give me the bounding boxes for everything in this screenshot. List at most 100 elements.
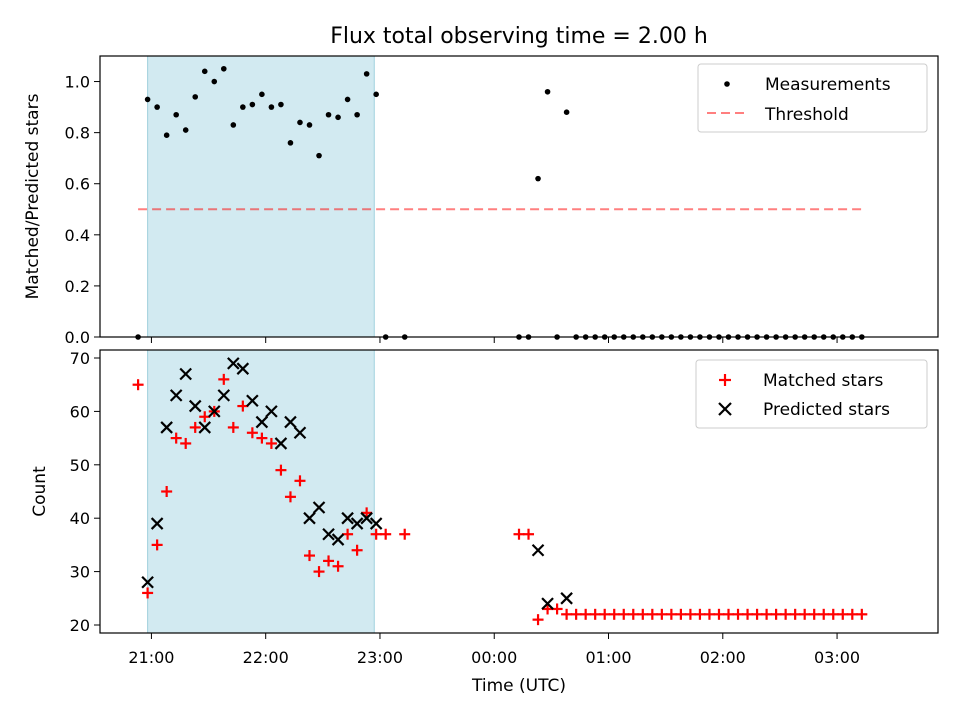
- measurement-point: [192, 94, 199, 100]
- matched-point: [618, 608, 630, 620]
- matched-point: [180, 437, 192, 449]
- matched-point: [256, 432, 268, 444]
- predicted-point: [141, 575, 154, 589]
- matched-point: [532, 614, 544, 626]
- matched-point: [237, 400, 249, 412]
- matched-point: [846, 608, 858, 620]
- matched-point: [313, 566, 325, 578]
- predicted-point: [227, 357, 240, 370]
- matched-point: [627, 608, 639, 620]
- predicted-point: [246, 394, 259, 408]
- measurement-point: [220, 65, 227, 72]
- matched-point: [684, 608, 696, 620]
- matched-point: [761, 608, 773, 620]
- matched-point: [751, 608, 763, 620]
- predicted-point: [284, 415, 297, 429]
- matched-point: [703, 608, 715, 620]
- legend-matched-label: Matched stars: [763, 371, 883, 391]
- axes-frame-top: [99, 55, 939, 338]
- matched-point: [723, 608, 734, 620]
- matched-point: [837, 608, 849, 620]
- y-tick-label: 20: [70, 616, 90, 635]
- matched-point: [551, 603, 563, 615]
- matched-point: [151, 539, 163, 551]
- predicted-point: [255, 415, 269, 429]
- legend-predicted-marker: [718, 402, 732, 416]
- measurement-point: [278, 101, 284, 108]
- predicted-point: [150, 517, 164, 530]
- matched-point: [189, 421, 201, 433]
- panel-ratio: 0.0 0.2 0.4 0.6 0.8 1.0 Matched/Predicted sta…: [23, 55, 939, 347]
- predicted-point: [531, 543, 545, 557]
- axes-frame-bottom: [99, 349, 939, 634]
- panel-counts: 20 30 40 50 60 70 21:00 22:00 23:00 00:00 01:00 02…: [30, 349, 939, 667]
- x-tick-label: 00:00: [471, 648, 517, 667]
- measurement-point: [201, 68, 208, 75]
- matched-point: [675, 608, 687, 620]
- predicted-point: [198, 421, 212, 434]
- predicted-point: [265, 405, 278, 418]
- measurement-point: [297, 119, 303, 126]
- measurement-point: [316, 152, 322, 159]
- measurement-point: [268, 104, 275, 110]
- measurement-point: [544, 88, 551, 95]
- matched-point: [732, 608, 744, 620]
- predicted-points: [141, 357, 573, 610]
- measurement-point: [230, 122, 237, 128]
- matched-point: [132, 379, 144, 391]
- matched-point: [780, 608, 792, 620]
- y-tick-label: 0.4: [65, 226, 90, 245]
- legend-box-bottom: [695, 359, 928, 429]
- matched-point: [246, 427, 258, 439]
- y-tick-label: 70: [70, 349, 90, 368]
- y-axis-label-top: Matched/Predicted stars: [23, 93, 43, 299]
- measurement-point: [144, 96, 151, 103]
- measurement-point: [563, 109, 570, 115]
- matched-point: [818, 608, 830, 620]
- legend-measurements-marker: [724, 81, 730, 87]
- matched-point: [170, 432, 182, 444]
- predicted-point: [169, 389, 183, 402]
- x-axis-label: Time (UTC): [471, 676, 566, 696]
- measurement-point: [306, 122, 313, 128]
- matched-point: [856, 608, 868, 620]
- shaded-interval-top: [147, 55, 375, 338]
- matched-point: [542, 603, 554, 615]
- predicted-point: [341, 511, 354, 525]
- matched-point: [589, 608, 601, 620]
- matched-point: [770, 608, 782, 620]
- matched-point: [370, 528, 382, 540]
- y-tick-label: 0.6: [65, 175, 90, 194]
- measurement-point: [354, 111, 360, 118]
- matched-point: [523, 528, 535, 540]
- matched-point: [351, 544, 363, 556]
- predicted-point: [312, 501, 326, 514]
- legend-box-top: [697, 63, 928, 133]
- matched-point: [570, 608, 582, 620]
- measurement-point: [325, 111, 332, 118]
- x-ticks-top: [150, 337, 838, 343]
- y-tick-label: 0.0: [65, 328, 90, 347]
- y-axis-label-bottom: Count: [30, 466, 50, 517]
- measurement-point: [240, 104, 246, 110]
- matched-point: [199, 411, 211, 423]
- matched-point: [399, 528, 411, 540]
- measurement-point: [259, 91, 265, 98]
- matched-point: [275, 464, 287, 476]
- chart-title: Flux total observing time = 2.00 h: [330, 24, 708, 49]
- matched-point: [808, 608, 820, 620]
- matched-point: [218, 373, 230, 385]
- y-ticks-bottom: 20 30 40 50 60 70: [70, 349, 100, 635]
- matched-point: [799, 608, 811, 620]
- matched-point: [142, 587, 154, 599]
- shaded-interval-bottom: [147, 349, 375, 634]
- legend-top: Measurements Threshold: [697, 63, 928, 133]
- predicted-point: [207, 405, 221, 418]
- measurement-point: [335, 114, 341, 121]
- matched-point: [227, 421, 239, 433]
- y-tick-label: 50: [70, 456, 90, 475]
- x-ticks-bottom: 21:00 22:00 23:00 00:00 01:00 02:00 03:00: [128, 633, 860, 667]
- predicted-point: [560, 592, 573, 605]
- matched-point: [694, 608, 706, 620]
